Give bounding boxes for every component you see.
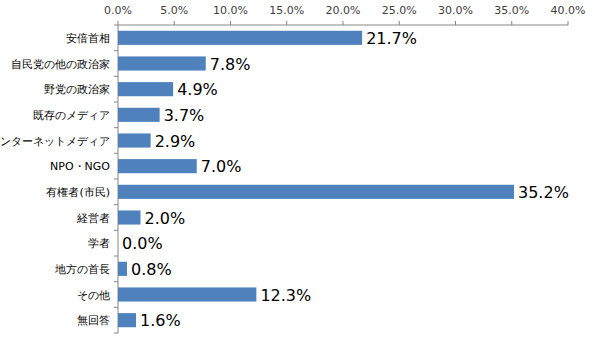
data-label: 4.9% [177,80,218,99]
data-label: 3.7% [164,106,205,125]
x-tick-label: 5.0% [160,4,188,17]
data-label: 1.6% [140,311,181,330]
y-tick-label: 経営者 [76,212,110,225]
y-tick-label: NPO・NGO [50,160,110,173]
data-label: 21.7% [366,29,417,48]
y-tick-label: 既存のメディア [33,109,110,122]
data-label: 0.0% [122,234,163,253]
x-tick [343,21,344,25]
x-tick-label: 10.0% [213,4,248,17]
chart-container: 0.0% 5.0% 10.0% 15.0% 20.0% 25.0% 30.0% 35.0% 40… [0,0,600,337]
bar [118,313,136,327]
x-tick-label: 20.0% [326,4,361,17]
bar [118,56,206,70]
x-tick [399,21,400,25]
y-tick [114,230,118,231]
chart-svg: 0.0% 5.0% 10.0% 15.0% 20.0% 25.0% 30.0% 35.0% 40… [0,0,600,337]
x-tick-label: 40.0% [551,4,586,17]
bars [118,31,514,327]
y-tick-label: 自民党の他の政治家 [11,58,110,71]
bar [118,262,127,276]
bar [118,159,197,173]
bar [118,31,362,45]
y-tick [114,204,118,205]
bar [118,108,160,122]
x-tick-label: 30.0% [438,4,473,17]
data-label: 12.3% [260,286,311,305]
data-label: 35.2% [518,183,569,202]
y-tick [114,179,118,180]
data-label: 7.8% [210,55,251,74]
y-tick [114,256,118,257]
x-tick-label: 0.0% [104,4,132,17]
x-tick-label: 15.0% [269,4,304,17]
y-tick [114,25,118,26]
y-tick-label: 無回答 [77,314,110,327]
y-tick-label: 有権者(市民) [46,186,110,199]
y-tick-label: その他 [77,289,110,302]
x-tick [230,21,231,25]
y-tick [114,307,118,308]
y-tick-label: 地方の首長 [54,263,110,276]
y-tick [114,102,118,103]
x-tick-label: 25.0% [382,4,417,17]
data-label: 7.0% [201,157,242,176]
bar [118,82,173,96]
y-tick [114,76,118,77]
x-tick [118,21,119,25]
y-tick [114,50,118,51]
x-tick [286,21,287,25]
y-tick [114,333,118,334]
bar [118,185,514,199]
y-tick [114,281,118,282]
y-tick-label: 野党の政治家 [44,83,110,96]
x-tick [511,21,512,25]
x-tick-label: 35.0% [494,4,529,17]
x-tick [455,21,456,25]
bar [118,210,141,224]
y-tick [114,153,118,154]
data-label: 0.8% [131,260,172,279]
y-tick [114,127,118,128]
y-tick-label: 学者 [88,237,110,250]
data-label: 2.9% [155,132,196,151]
x-tick [568,21,569,25]
y-tick-label: 安倍首相 [66,32,110,45]
y-tick-label: インターネットメディア [0,135,110,148]
data-label: 2.0% [145,209,186,228]
bar [118,133,151,147]
x-tick [174,21,175,25]
bar [118,236,119,250]
bar [118,287,256,301]
